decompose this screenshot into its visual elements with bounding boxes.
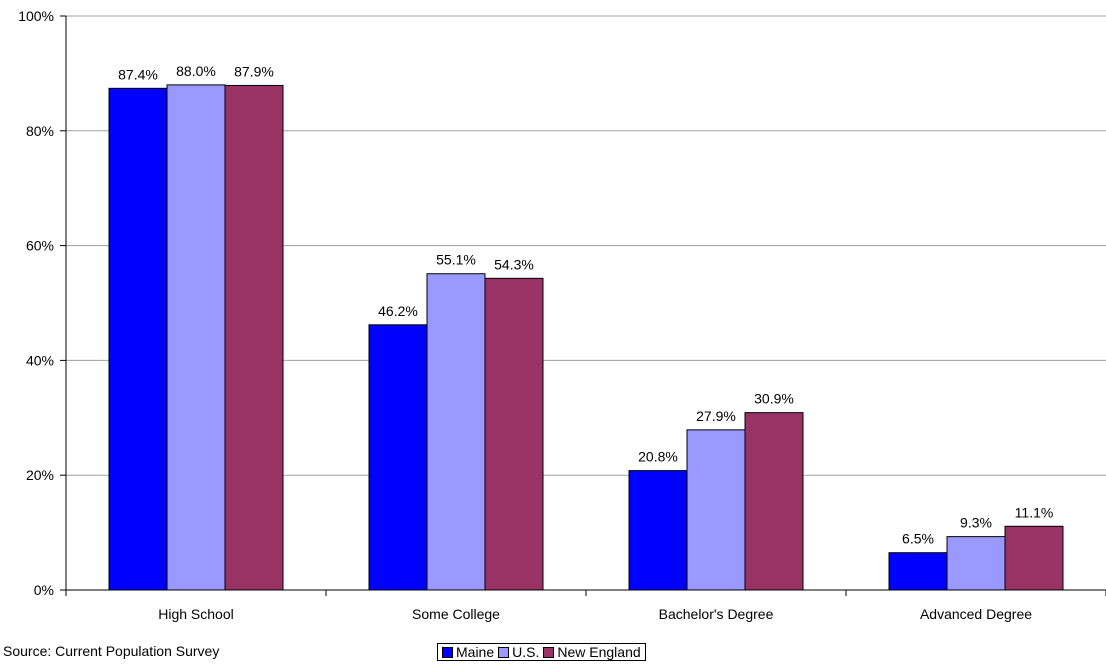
data-label: 27.9% — [696, 408, 736, 424]
bar-u-s- — [686, 429, 746, 591]
y-tick-label: 60% — [26, 238, 54, 254]
data-label: 87.9% — [234, 63, 274, 79]
data-label: 54.3% — [494, 256, 534, 272]
bar-maine — [628, 470, 688, 591]
legend-label-new-england: New England — [557, 644, 641, 660]
bar-new-england — [744, 412, 804, 591]
legend-swatch-us — [498, 646, 510, 658]
legend-swatch-maine — [442, 646, 453, 658]
y-tick-label: 100% — [18, 8, 54, 24]
data-label: 46.2% — [378, 303, 418, 319]
y-tick-label: 40% — [26, 352, 54, 368]
x-tick-label: Advanced Degree — [920, 606, 1032, 622]
data-label: 6.5% — [902, 531, 934, 547]
bar-new-england — [1004, 525, 1064, 591]
x-tick-label: Some College — [412, 606, 500, 622]
data-label: 88.0% — [176, 63, 216, 79]
y-tick-label: 20% — [26, 467, 54, 483]
bar-u-s- — [426, 273, 486, 591]
y-tick-label: 0% — [34, 582, 54, 598]
x-tick-label: Bachelor's Degree — [659, 606, 774, 622]
bar-maine — [368, 324, 428, 591]
source-note: Source: Current Population Survey — [3, 643, 220, 659]
data-label: 87.4% — [118, 66, 158, 82]
legend-item-new-england: New England — [543, 644, 641, 660]
data-label: 30.9% — [754, 391, 794, 407]
data-label: 11.1% — [1015, 504, 1054, 520]
legend-swatch-new-england — [543, 646, 555, 658]
bar-new-england — [484, 277, 544, 591]
data-label: 9.3% — [960, 515, 992, 531]
data-label: 20.8% — [638, 449, 678, 465]
bar-maine — [108, 87, 168, 591]
legend: Maine U.S. New England — [437, 643, 646, 661]
y-tick-label: 80% — [26, 123, 54, 139]
bar-new-england — [224, 84, 284, 591]
bar-u-s- — [946, 536, 1006, 591]
legend-item-us: U.S. — [498, 644, 539, 660]
bar-u-s- — [166, 84, 226, 591]
x-tick-label: High School — [158, 606, 234, 622]
legend-item-maine: Maine — [442, 644, 494, 660]
legend-label-maine: Maine — [456, 644, 495, 660]
legend-label-us: U.S. — [512, 644, 540, 660]
data-label: 55.1% — [436, 252, 476, 268]
bar-maine — [888, 552, 948, 591]
